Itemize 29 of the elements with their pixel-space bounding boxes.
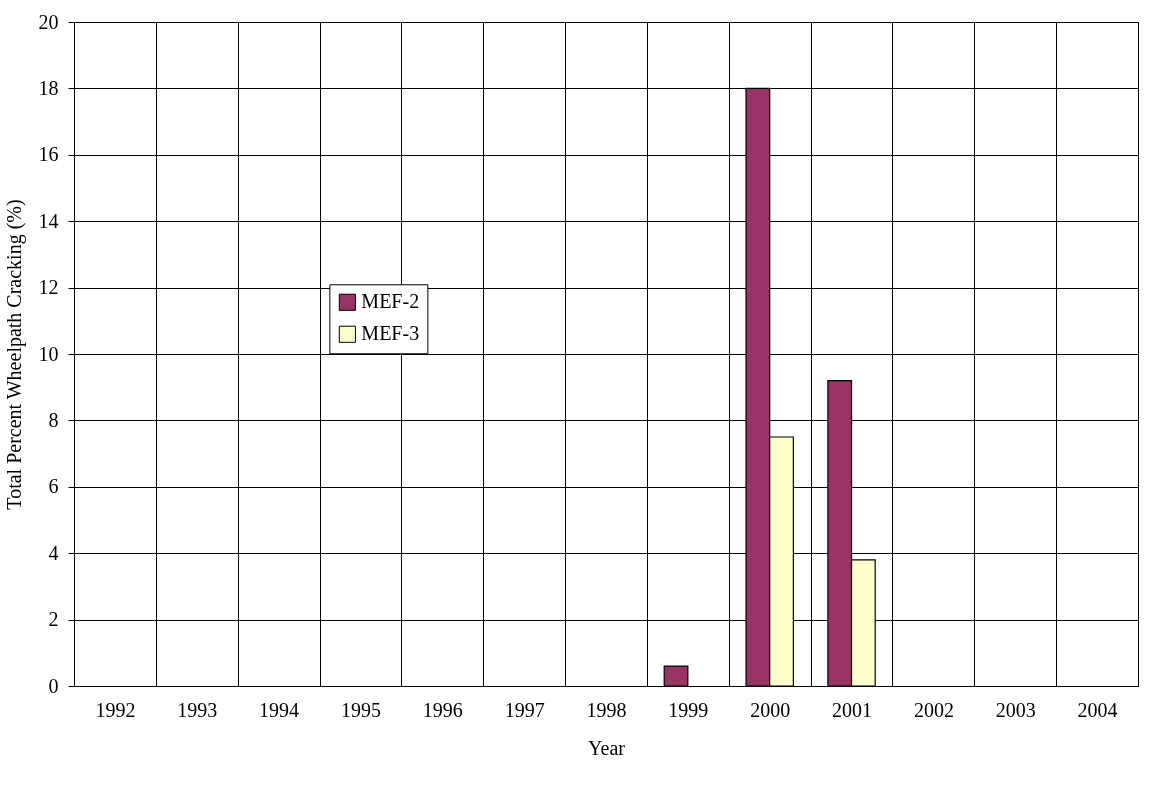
x-tick-label: 1993 [177,698,218,721]
bar [663,665,689,687]
y-tick-label: 20 [38,10,59,33]
x-tick-label: 1996 [422,698,463,721]
x-tick-label: 1997 [504,698,545,721]
x-tick-label: 1995 [340,698,381,721]
x-tick-label: 2004 [1077,698,1118,721]
x-tick-label: 2001 [832,698,873,721]
x-tick-label: 2000 [750,698,791,721]
y-tick-label: 10 [38,342,59,365]
x-tick-label: 1994 [259,698,300,721]
x-tick-label: 2002 [913,698,954,721]
legend-label: MEF-3 [361,322,420,345]
y-tick-label: 6 [48,475,59,498]
x-tick-label: 1992 [95,698,136,721]
legend-label: MEF-2 [361,290,420,313]
y-axis-title: Total Percent Wheelpath Cracking (%) [2,199,26,510]
x-tick-label: 1998 [586,698,627,721]
x-tick-label: 2003 [995,698,1036,721]
y-tick-label: 12 [38,276,59,299]
y-tick-label: 4 [48,541,59,564]
y-tick-label: 8 [48,408,59,431]
y-tick-label: 2 [48,608,59,631]
y-tick-label: 14 [38,209,59,232]
y-tick-label: 16 [38,143,59,166]
x-tick-label: 1999 [668,698,709,721]
x-axis-title: Year [588,736,626,759]
y-tick-label: 18 [38,76,59,99]
y-tick-label: 0 [48,674,59,697]
